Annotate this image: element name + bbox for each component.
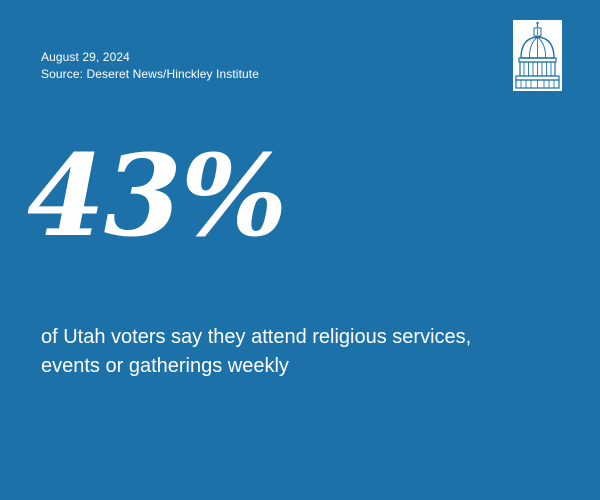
source-label: Source: Deseret News/Hinckley Institute <box>41 67 259 81</box>
stat-description: of Utah voters say they attend religious… <box>41 323 581 381</box>
capitol-dome-icon <box>513 20 562 91</box>
description-line-1: of Utah voters say they attend religious… <box>41 326 472 348</box>
date-label: August 29, 2024 <box>41 50 130 64</box>
description-line-2: events or gatherings weekly <box>41 355 289 377</box>
stat-value: 43% <box>27 131 287 262</box>
meta-info: August 29, 2024 Source: Deseret News/Hin… <box>41 49 259 83</box>
